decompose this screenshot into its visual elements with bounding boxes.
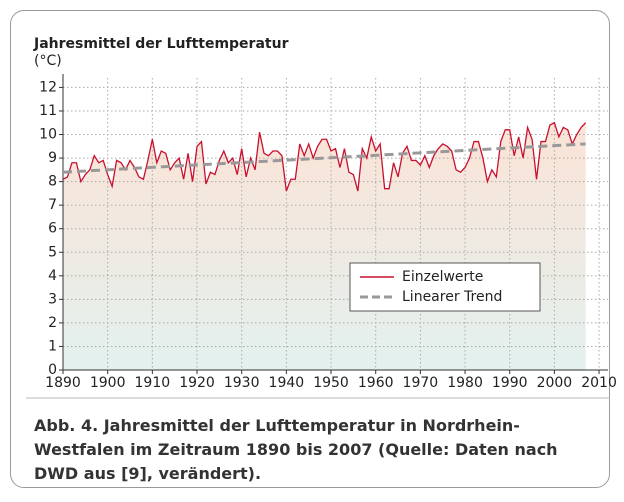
x-tick-label: 1950 [313,375,349,391]
frame [10,10,610,488]
x-tick-label: 1940 [269,375,305,391]
legend-label: Linearer Trend [402,289,502,305]
x-tick-label: 1900 [90,375,126,391]
area-fill [63,122,586,370]
y-tick-label: 9 [48,150,57,166]
x-tick-label: 1970 [403,375,439,391]
y-tick-label: 6 [48,221,57,237]
y-tick-label: 2 [48,315,57,331]
chart-title: Jahresmittel der Lufttemperatur [33,36,289,52]
y-tick-label: 8 [48,174,57,190]
y-tick-label: 11 [39,103,57,119]
y-tick-label: 3 [48,291,57,307]
x-tick-label: 1960 [358,375,394,391]
y-tick-label: 1 [48,338,57,354]
y-tick-label: 7 [48,197,57,213]
x-tick-label: 2010 [581,375,617,391]
legend-label: Einzelwerte [402,269,483,285]
x-tick-label: 1980 [447,375,483,391]
x-tick-label: 1920 [179,375,215,391]
y-axis-label: (°C) [34,53,62,69]
legend-box [349,262,541,312]
y-tick-label: 12 [39,79,57,95]
series-line [62,121,587,192]
y-tick-label: 5 [48,244,57,260]
chart: Jahresmittel der Lufttemperatur (°C) 012… [26,36,617,399]
x-tick-label: 1990 [492,375,528,391]
x-tick-label: 1930 [224,375,260,391]
caption: Abb. 4. Jahresmittel der Lufttemperatur … [34,416,558,483]
y-tick-label: 10 [39,127,57,143]
x-tick-label: 1890 [45,375,81,391]
x-tick-label: 1910 [135,375,171,391]
series-line [62,142,586,174]
x-tick-label: 2000 [537,375,573,391]
y-tick-label: 0 [48,362,57,378]
y-tick-label: 4 [48,268,57,284]
